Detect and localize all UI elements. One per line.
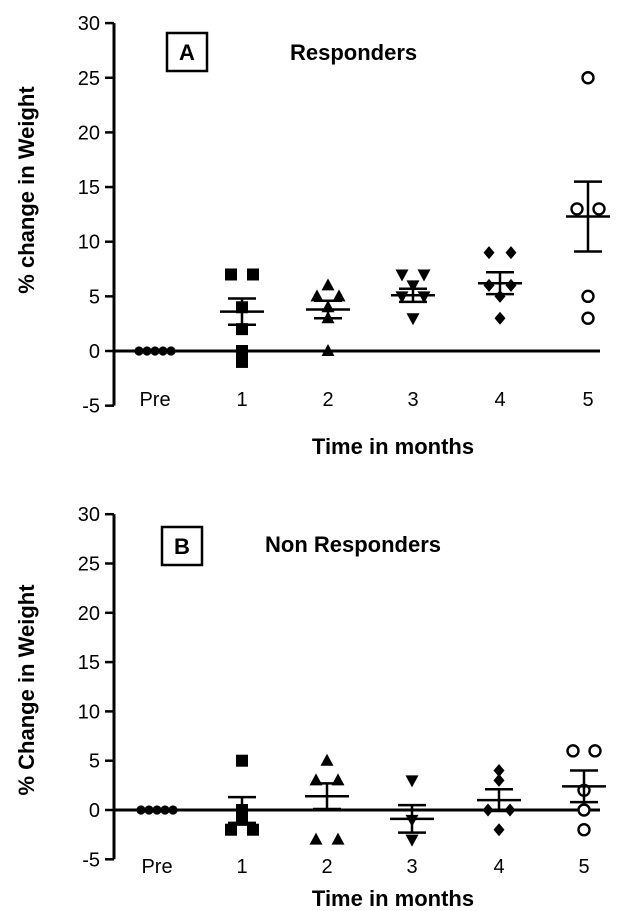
data-point	[493, 773, 505, 787]
y-tick-label: -5	[82, 396, 100, 418]
y-tick-label: -5	[82, 849, 100, 871]
data-point	[577, 823, 591, 837]
data-point	[505, 278, 517, 292]
x-tick-label: Pre	[139, 389, 170, 411]
y-tick-label: 5	[89, 751, 100, 773]
data-point	[577, 803, 591, 817]
data-point	[588, 744, 602, 758]
x-tick-label: 1	[236, 389, 247, 411]
data-point	[247, 823, 259, 836]
x-axis-label: Time in months	[312, 434, 474, 459]
y-tick-label: 0	[89, 341, 100, 363]
data-point	[566, 744, 580, 758]
group-pre	[133, 346, 177, 356]
panel-label: B	[174, 534, 190, 559]
y-tick-label: 20	[78, 122, 100, 144]
data-point	[225, 823, 237, 836]
panel-title: Responders	[290, 40, 417, 65]
chart-panel-a: -5 0 5 10 15 20 25 30 Pre 1 2 3 4 5 Time in months % ch…	[14, 13, 610, 459]
y-tick-label: 10	[78, 701, 100, 723]
data-point	[395, 269, 409, 282]
x-axis-label: Time in months	[312, 886, 474, 911]
data-point	[505, 246, 517, 260]
data-point	[236, 345, 248, 357]
y-tick-label: 15	[78, 177, 100, 199]
group-pre	[135, 805, 179, 815]
y-tick-label: 25	[78, 554, 100, 576]
data-point	[493, 823, 505, 837]
data-point	[247, 268, 259, 281]
data-point	[236, 323, 248, 336]
data-point	[405, 775, 419, 788]
group-5	[566, 71, 610, 325]
data-point	[592, 202, 606, 216]
x-tick-label: 3	[406, 856, 417, 878]
x-tick-label: 4	[493, 856, 504, 878]
y-tick-label: 30	[78, 13, 100, 35]
data-point	[331, 832, 345, 845]
group-3	[391, 269, 435, 326]
data-point	[417, 269, 431, 282]
panel-title: Non Responders	[265, 532, 441, 557]
x-tick-label: Pre	[141, 856, 172, 878]
y-axis-label: % Change in Weight	[14, 584, 39, 796]
data-point	[225, 268, 237, 281]
y-tick-label: 30	[78, 504, 100, 526]
group-2	[306, 278, 350, 356]
data-point	[494, 311, 506, 325]
x-tick-label: 5	[582, 389, 593, 411]
x-tick-label: 2	[322, 389, 333, 411]
panel-label-box	[165, 31, 209, 73]
data-point	[310, 289, 324, 302]
group-2	[305, 753, 349, 845]
panel-label-box	[160, 525, 204, 567]
group-3	[390, 775, 434, 847]
y-tick-label: 25	[78, 68, 100, 90]
data-point	[236, 355, 248, 368]
group-4	[478, 246, 522, 325]
data-point	[406, 280, 420, 293]
data-point	[236, 754, 248, 767]
data-point	[320, 753, 334, 766]
group-1	[220, 754, 264, 836]
y-tick-label: 5	[89, 286, 100, 308]
data-point	[581, 311, 595, 325]
data-point	[483, 278, 495, 292]
chart-panel-b: -5 0 5 10 15 20 25 30 Pre 1 2 3 4 5 Time in months % Ch…	[14, 504, 606, 911]
data-point	[483, 246, 495, 260]
group-5	[562, 744, 606, 837]
y-tick-label: 10	[78, 232, 100, 254]
data-point	[309, 832, 323, 845]
y-tick-label: 20	[78, 603, 100, 625]
panel-label: A	[179, 40, 195, 65]
y-axis-label: % change in Weight	[14, 86, 39, 294]
group-4	[477, 764, 521, 837]
x-tick-label: 1	[236, 856, 247, 878]
y-tick-label: 0	[89, 800, 100, 822]
data-point	[405, 834, 419, 847]
x-tick-label: 3	[407, 389, 418, 411]
data-point	[581, 289, 595, 304]
x-tick-label: 2	[321, 856, 332, 878]
data-point	[493, 764, 505, 778]
data-point	[321, 344, 335, 356]
data-point	[332, 289, 346, 302]
data-point	[406, 313, 420, 326]
x-tick-label: 4	[494, 389, 505, 411]
group-1	[220, 268, 264, 368]
data-point	[321, 278, 335, 291]
x-tick-label: 5	[578, 856, 589, 878]
y-tick-label: 15	[78, 652, 100, 674]
data-point	[570, 202, 584, 216]
data-point	[581, 71, 595, 85]
